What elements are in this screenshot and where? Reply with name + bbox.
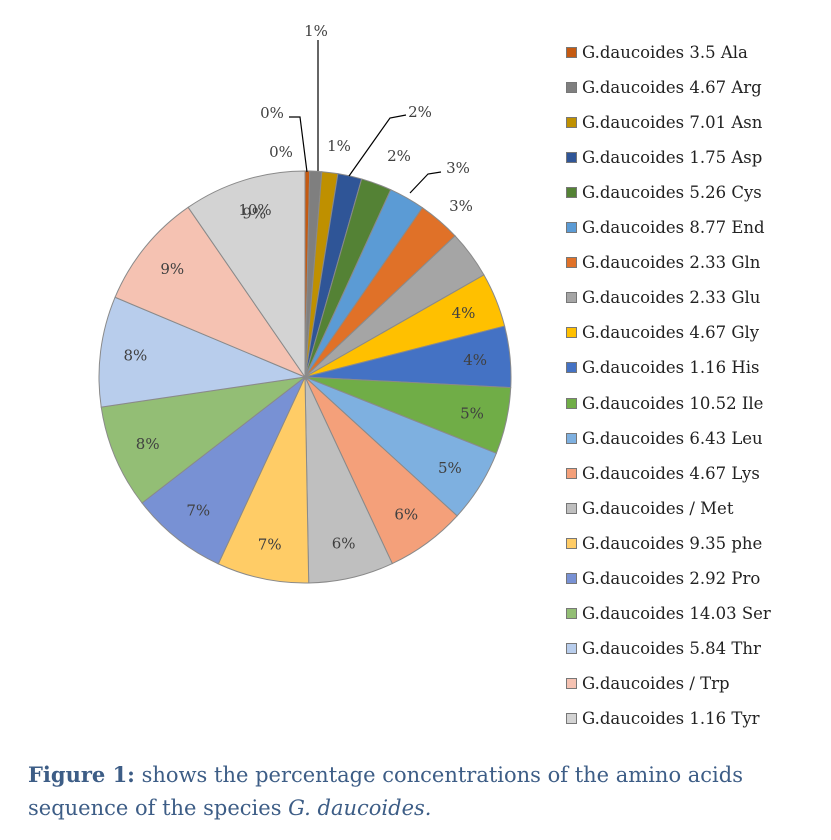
legend-item-g-daucoides-2-33-gln: G.daucoides 2.33 Gln — [566, 251, 760, 275]
legend-swatch — [566, 327, 577, 339]
legend-label: G.daucoides / Trp — [582, 674, 730, 694]
legend-label: G.daucoides 2.33 Glu — [582, 288, 761, 308]
leader-line-g-daucoides-3-5-ala — [289, 116, 308, 173]
legend-item-g-daucoides-met: G.daucoides / Met — [566, 496, 733, 520]
legend-label: G.daucoides 1.16 His — [582, 358, 760, 378]
legend-swatch — [566, 713, 577, 725]
legend-label: G.daucoides 2.92 Pro — [582, 569, 761, 588]
legend-item-g-daucoides-14-03-ser: G.daucoides 14.03 Ser — [566, 602, 771, 626]
leader-line-g-daucoides-2-33-gln — [409, 171, 442, 194]
legend-label: G.daucoides 6.43 Leu — [582, 428, 763, 448]
legend-swatch — [566, 573, 577, 584]
data-label-g-daucoides-5-26-cys: 2% — [408, 103, 432, 121]
legend-item-g-daucoides-2-33-glu: G.daucoides 2.33 Glu — [566, 286, 760, 310]
data-label-g-daucoides-4-67-arg: 1% — [304, 22, 328, 40]
data-label-extra: 10% — [238, 201, 271, 219]
legend-item-g-daucoides-9-35-phe: G.daucoides 9.35 phe — [566, 531, 762, 555]
pie-slice-g-daucoides-1-16-tyr — [187, 170, 306, 379]
legend-item-g-daucoides-3-5-ala: G.daucoides 3.5 Ala — [566, 40, 748, 64]
caption-text: shows the percentage concentrations of t… — [28, 763, 743, 820]
pie-slice-g-daucoides-5-84-thr — [98, 296, 307, 408]
caption-species: G. daucoides. — [288, 796, 432, 820]
legend-label: G.daucoides 10.52 Ile — [582, 393, 764, 413]
legend-label: G.daucoides 4.67 Lys — [582, 463, 760, 483]
legend-label: G.daucoides 5.84 Thr — [582, 639, 761, 659]
legend-item-g-daucoides-5-26-cys: G.daucoides 5.26 Cys — [566, 180, 762, 204]
data-label-g-daucoides-2-33-glu: 3% — [449, 197, 473, 215]
legend-swatch — [566, 186, 577, 198]
legend-label: G.daucoides 14.03 Ser — [582, 604, 771, 624]
legend-item-g-daucoides-trp: G.daucoides / Trp — [566, 672, 730, 696]
leader-line-g-daucoides-5-26-cys — [348, 114, 407, 177]
data-label-g-daucoides-10-52-ile: 5% — [460, 405, 484, 423]
legend-swatch — [566, 467, 577, 479]
pie-slice-g-daucoides-trp — [114, 206, 307, 379]
legend-swatch — [566, 81, 577, 93]
legend-label: G.daucoides 1.16 Tyr — [582, 709, 760, 729]
legend-item-g-daucoides-8-77-end: G.daucoides 8.77 End — [566, 216, 765, 240]
legend-item-g-daucoides-10-52-ile: G.daucoides 10.52 Ile — [566, 391, 763, 415]
legend-item-g-daucoides-5-84-thr: G.daucoides 5.84 Thr — [566, 637, 761, 661]
data-label-g-daucoides-met: 6% — [332, 535, 356, 553]
data-label-g-daucoides-8-77-end: 2% — [387, 147, 411, 165]
legend-label: G.daucoides 8.77 End — [582, 218, 765, 237]
legend-item-g-daucoides-7-01-asn: G.daucoides 7.01 Asn — [566, 110, 762, 134]
data-label-g-daucoides-14-03-ser: 8% — [136, 435, 160, 453]
legend-label: G.daucoides 5.26 Cys — [582, 182, 762, 202]
pie-slice-g-daucoides-2-92-pro — [141, 376, 306, 565]
legend-swatch — [566, 678, 577, 690]
legend-label: G.daucoides 9.35 phe — [582, 533, 763, 553]
legend-item-g-daucoides-4-67-gly: G.daucoides 4.67 Gly — [566, 321, 759, 345]
legend-swatch — [566, 151, 577, 163]
data-label-g-daucoides-7-01-asn: 0% — [269, 143, 293, 161]
legend-label: G.daucoides 4.67 Arg — [582, 77, 762, 97]
legend-label: G.daucoides 7.01 Asn — [582, 112, 763, 132]
legend-item-g-daucoides-1-16-his: G.daucoides 1.16 His — [566, 356, 759, 380]
legend-label: G.daucoides / Met — [582, 498, 734, 518]
pie-chart: 0% 1% 0% 1% 2% 2% 3% 3% 4% 4% 5% 5% 6% 6% 7% 7% 8% 8% 9% 9%… — [98, 22, 512, 584]
legend-item-g-daucoides-1-16-tyr: G.daucoides 1.16 Tyr — [566, 707, 760, 731]
legend-label: G.daucoides 2.33 Gln — [582, 253, 761, 273]
legend-label: G.daucoides 1.75 Asp — [582, 147, 763, 167]
legend-item-g-daucoides-1-75-asp: G.daucoides 1.75 Asp — [566, 145, 762, 169]
legend-swatch — [566, 643, 577, 655]
legend-item-g-daucoides-2-92-pro: G.daucoides 2.92 Pro — [566, 567, 760, 591]
legend-swatch — [566, 432, 577, 444]
legend-item-g-daucoides-6-43-leu: G.daucoides 6.43 Leu — [566, 426, 763, 450]
data-label-g-daucoides-1-16-his: 4% — [463, 351, 487, 369]
legend-swatch — [566, 362, 577, 374]
legend-swatch — [566, 116, 577, 128]
legend-swatch — [566, 46, 577, 58]
pie-slice-g-daucoides-14-03-ser — [100, 376, 307, 504]
caption-lead: Figure 1: — [28, 762, 135, 787]
legend-swatch — [566, 292, 577, 304]
data-label-g-daucoides-1-16-tyr: 9% — [242, 205, 266, 223]
figure-caption: Figure 1: shows the percentage concentra… — [28, 758, 818, 825]
legend-swatch — [566, 257, 577, 269]
legend-swatch — [566, 222, 577, 233]
data-label-g-daucoides-4-67-gly: 4% — [452, 304, 476, 322]
data-label-g-daucoides-6-43-leu: 5% — [438, 459, 462, 477]
data-label-g-daucoides-5-84-thr: 8% — [124, 347, 148, 365]
data-label-g-daucoides-2-92-pro: 7% — [186, 502, 210, 520]
legend-item-g-daucoides-4-67-arg: G.daucoides 4.67 Arg — [566, 75, 762, 99]
legend-label: G.daucoides 4.67 Gly — [582, 323, 760, 343]
legend-swatch — [566, 537, 577, 549]
legend-swatch — [566, 397, 577, 409]
data-label-g-daucoides-trp: 9% — [160, 260, 184, 278]
data-label-g-daucoides-2-33-gln: 3% — [446, 159, 470, 177]
legend-label: G.daucoides 3.5 Ala — [582, 42, 748, 62]
data-label-g-daucoides-1-75-asp: 1% — [327, 137, 351, 155]
data-label-g-daucoides-4-67-lys: 6% — [394, 506, 418, 524]
legend-swatch — [566, 502, 577, 514]
data-label-g-daucoides-3-5-ala: 0% — [260, 104, 284, 122]
data-label-g-daucoides-9-35-phe: 7% — [258, 535, 282, 553]
legend-swatch — [566, 608, 577, 620]
legend-item-g-daucoides-4-67-lys: G.daucoides 4.67 Lys — [566, 461, 760, 485]
